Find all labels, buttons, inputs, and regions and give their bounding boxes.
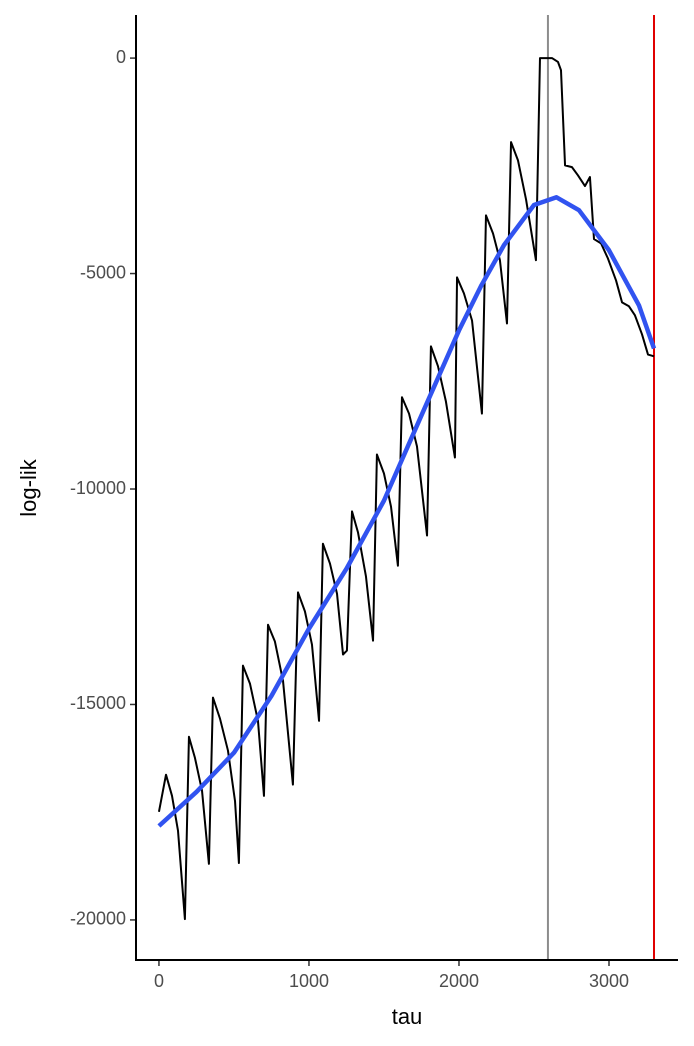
y-tick-label: -5000 [80, 262, 126, 282]
x-tick-label: 3000 [589, 971, 629, 991]
x-tick-label: 2000 [439, 971, 479, 991]
x-tick-label: 1000 [289, 971, 329, 991]
y-tick-label: -10000 [70, 478, 126, 498]
x-axis-title: tau [392, 1004, 423, 1029]
x-tick-label: 0 [154, 971, 164, 991]
y-tick-label: -20000 [70, 909, 126, 929]
y-axis-title: log-lik [16, 458, 41, 516]
y-tick-label: -15000 [70, 693, 126, 713]
data-line [157, 195, 657, 828]
y-tick-label: 0 [116, 47, 126, 67]
data-line [157, 57, 655, 921]
